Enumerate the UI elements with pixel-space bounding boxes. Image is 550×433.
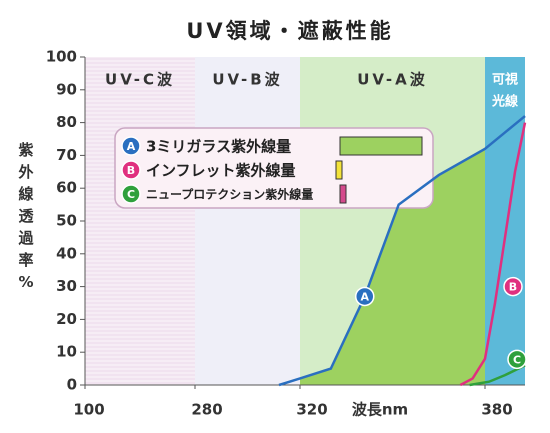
x-tick-label: 380 [481,401,512,419]
region-texture [85,57,195,385]
y-tick-label: 60 [56,179,77,197]
legend-marker-letter: B [127,164,135,177]
region-label: UV-A波 [357,71,428,89]
line [469,364,526,387]
region-label: UV-B波 [212,71,282,89]
y-tick-label: 90 [56,80,77,98]
y-tick-label: 0 [67,376,77,394]
legend-label: インフレット紫外線量 [146,162,296,180]
curve-marker-letter: C [513,353,521,366]
region-label: UV-C波 [105,71,175,89]
legend-label: 3ミリガラス紫外線量 [146,138,291,156]
x-tick-label: 320 [296,401,327,419]
line [459,122,527,387]
y-tick-label: 100 [46,48,77,66]
y-axis-label: 紫外線透過率% [17,141,34,291]
legend-marker-letter: C [127,188,135,201]
region [195,57,300,385]
y-tick-label: 80 [56,113,77,131]
y-tick-label: 70 [56,146,77,164]
curve-marker-letter: B [509,281,517,294]
legend-swatch [335,160,343,180]
area [300,148,485,385]
legend-swatch [339,184,347,204]
legend-marker [121,184,141,204]
region [485,57,525,385]
x-tick-label: 100 [73,401,104,419]
curve-marker [507,349,527,370]
x-axis-label: 波長nm [352,401,408,419]
curve-marker [355,286,375,307]
y-tick-label: 40 [56,244,77,262]
y-tick-label: 30 [56,277,77,295]
y-tick-label: 20 [56,310,77,328]
legend-swatch [339,136,423,156]
legend-marker [121,160,141,180]
y-tick-label: 10 [56,343,77,361]
line [278,115,526,387]
curve-marker [503,276,523,297]
legend-marker [121,136,141,156]
legend-marker-letter: A [127,140,136,153]
chart-title: UV領域・遮蔽性能 [186,19,393,43]
curve-marker-letter: A [360,290,369,303]
legend-label: ニュープロテクション紫外線量 [146,187,313,202]
region-label: 光線 [491,94,519,110]
region-label: 可視 [492,72,518,88]
y-tick-label: 50 [56,212,77,230]
x-tick-label: 280 [191,401,222,419]
